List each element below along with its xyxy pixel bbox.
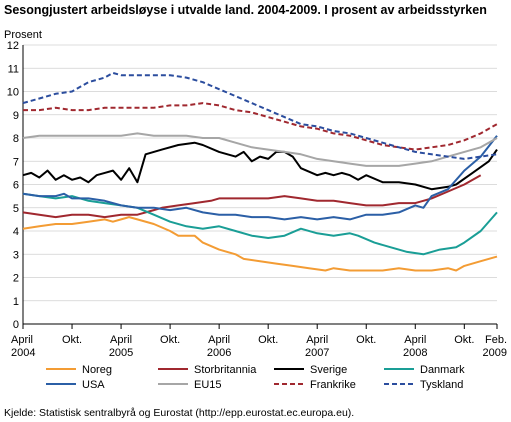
series-lines [22,71,498,272]
y-tick-label: 8 [13,133,19,145]
x-tick-label: Okt. [258,334,278,346]
x-tick-label: April [110,334,132,346]
source-note: Kjelde: Statistisk sentralbyrå og Eurost… [4,407,354,419]
x-tick-label: Okt. [356,334,376,346]
series-line-tyskland [22,71,498,160]
y-axis-label: Prosent [4,29,42,41]
y-tick-label: 10 [7,87,19,99]
series-line-sverige [22,141,498,191]
y-tick-label: 0 [13,319,19,331]
x-tick-label: April [404,334,426,346]
y-tick-label: 6 [13,180,19,192]
legend-label: Tyskland [420,379,463,391]
y-tick-label: 11 [8,63,19,75]
x-tick-label: April [208,334,230,346]
x-tick-label: April [11,334,33,346]
series-line-noreg [22,216,498,272]
x-tick-year-label: 2005 [109,347,133,359]
y-tick-label: 12 [7,40,19,52]
legend-label: Noreg [82,364,112,376]
series-line-frankrike [23,102,498,151]
y-tick-label: 9 [13,110,19,122]
legend-label: Sverige [310,364,347,376]
y-tick-label: 2 [13,273,19,285]
x-tick-label: Okt. [160,334,180,346]
legend-label: Storbritannia [194,364,257,376]
chart-title: Sesongjustert arbeidsløyse i utvalde lan… [4,3,487,17]
y-tick-label: 7 [13,156,19,168]
series-line-usa [22,135,498,221]
y-tick-label: 4 [13,226,19,238]
series-line-eu15 [22,132,498,167]
legend: Noreg Storbritannia Sverige Danmark USA EU15 F… [46,364,465,391]
x-tick-label: Feb. [485,334,507,346]
x-tick-year-label: 2007 [305,347,329,359]
x-tick-label: Okt. [62,334,82,346]
y-tick-label: 1 [13,296,19,308]
y-tick-label: 5 [13,203,19,215]
legend-label: Frankrike [310,379,356,391]
x-tick-year-label: 2004 [11,347,35,359]
legend-label: USA [82,379,105,391]
x-tick-year-label: 2009 [483,347,507,359]
series-line-storbritannia [22,174,482,219]
x-tick-label: Okt. [454,334,474,346]
x-tick-year-label: 2008 [403,347,427,359]
legend-label: EU15 [194,379,222,391]
x-tick-year-label: 2006 [207,347,231,359]
series-line-danmark [22,192,498,256]
y-tick-label: 3 [13,249,19,261]
legend-label: Danmark [420,364,465,376]
gridlines [22,44,497,325]
x-tick-label: April [306,334,328,346]
